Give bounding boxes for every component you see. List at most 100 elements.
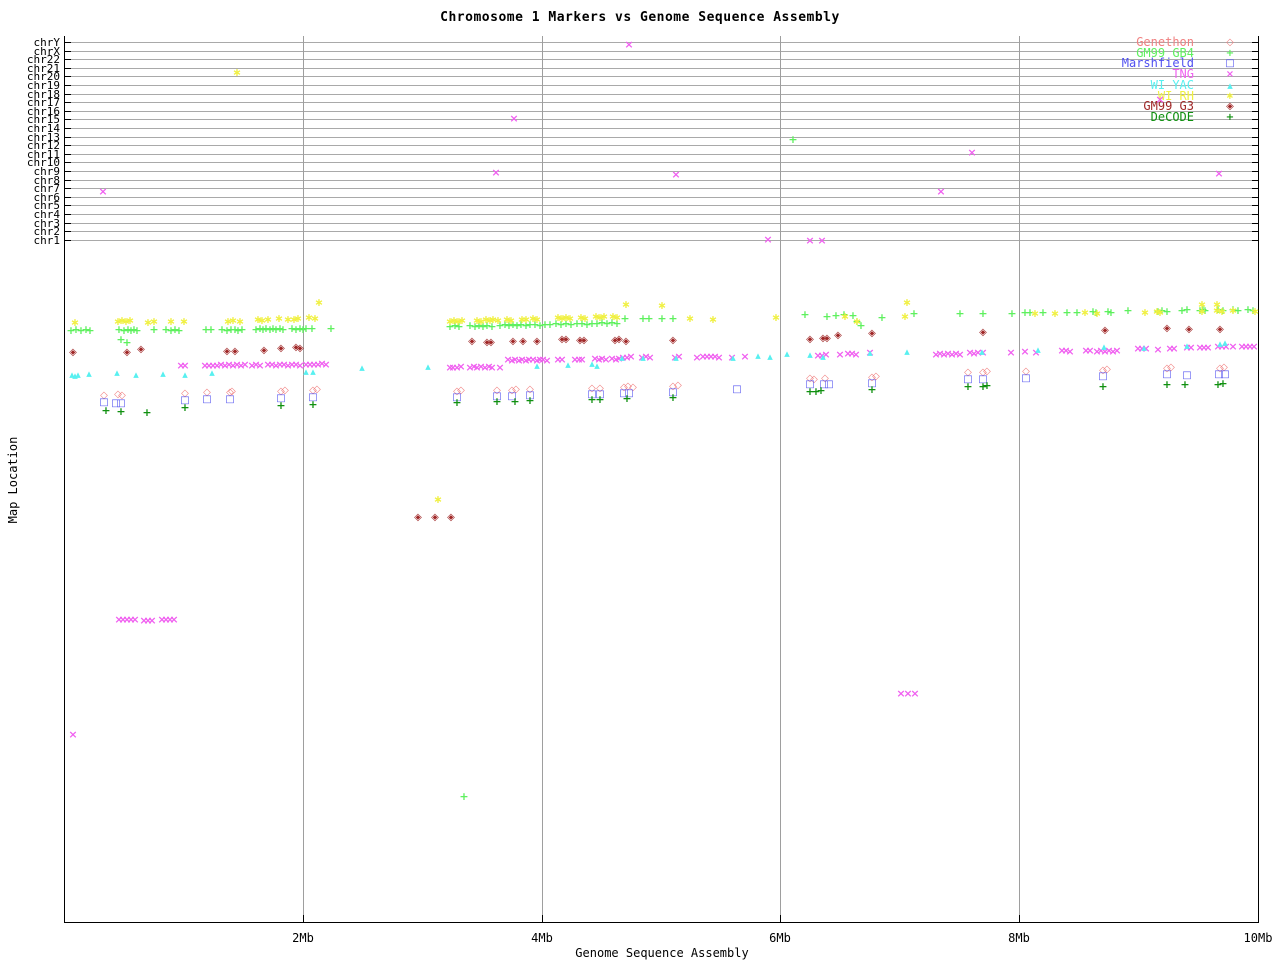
y-tick-left [64, 51, 71, 52]
y-tick-left [64, 162, 71, 163]
y-tick-label-chr12: chr12 [26, 139, 60, 152]
y-tick-left [64, 154, 71, 155]
y-tick-right [1252, 171, 1259, 172]
legend-item-gm99_g3: GM99 G3 [1143, 99, 1194, 114]
y-tick-left [64, 214, 71, 215]
y-tick-left [64, 171, 71, 172]
y-tick-label-chr11: chr11 [26, 148, 60, 161]
y-tick-right [1252, 128, 1259, 129]
y-tick-label-chr5: chr5 [33, 199, 61, 212]
y-tick-right [1252, 137, 1259, 138]
x-gridline-2Mb [303, 36, 304, 922]
y-tick-label-chr13: chr13 [26, 131, 60, 144]
y-tick-label-chr3: chr3 [33, 217, 61, 230]
x-axis-label: Genome Sequence Assembly [575, 946, 749, 960]
chromosome-gridline [64, 51, 1258, 52]
y-tick-label-chrX: chrX [33, 45, 61, 58]
chromosome-gridline [64, 214, 1258, 215]
y-tick-left [64, 197, 71, 198]
chromosome-gridline [64, 180, 1258, 181]
y-tick-label-chr1: chr1 [33, 234, 61, 247]
chromosome-gridline [64, 154, 1258, 155]
chromosome-gridline [64, 94, 1258, 95]
x-tick-label-8Mb: 8Mb [1008, 931, 1030, 945]
x-tick-label-2Mb: 2Mb [292, 931, 314, 945]
y-tick-right [1252, 68, 1259, 69]
y-tick-label-chr7: chr7 [33, 182, 61, 195]
y-tick-left [64, 231, 71, 232]
y-tick-right [1252, 162, 1259, 163]
chromosome-gridline [64, 111, 1258, 112]
y-tick-right [1252, 205, 1259, 206]
chromosome-gridline [64, 205, 1258, 206]
y-tick-left [64, 188, 71, 189]
chromosome-gridline [64, 85, 1258, 86]
y-tick-left [64, 102, 71, 103]
y-tick-left [64, 76, 71, 77]
y-tick-right [1252, 102, 1259, 103]
y-tick-left [64, 240, 71, 241]
chromosome-gridline [64, 145, 1258, 146]
y-tick-right [1252, 51, 1259, 52]
y-tick-label-chr16: chr16 [26, 105, 60, 118]
y-tick-right [1252, 154, 1259, 155]
y-tick-label-chr18: chr18 [26, 88, 60, 101]
chromosome-gridline [64, 68, 1258, 69]
y-tick-left [64, 205, 71, 206]
x-gridline-8Mb [1019, 36, 1020, 922]
y-tick-right [1252, 145, 1259, 146]
y-tick-left [64, 85, 71, 86]
y-tick-right [1252, 119, 1259, 120]
y-tick-label-chr17: chr17 [26, 96, 60, 109]
y-tick-label-chr19: chr19 [26, 79, 60, 92]
y-tick-right [1252, 111, 1259, 112]
legend-item-wi_yac: WI YAC [1150, 77, 1194, 92]
chromosome-gridline [64, 128, 1258, 129]
y-axis-label: Map Location [6, 436, 20, 524]
y-tick-label-chr20: chr20 [26, 70, 60, 83]
y-tick-left [64, 68, 71, 69]
y-tick-right [1252, 214, 1259, 215]
y-tick-label-chr21: chr21 [26, 62, 60, 75]
y-tick-left [64, 111, 71, 112]
chromosome-gridline [64, 42, 1258, 43]
y-tick-left [64, 119, 71, 120]
x-tick [780, 915, 781, 922]
chromosome-gridline [64, 231, 1258, 232]
y-tick-label-chr10: chr10 [26, 156, 60, 169]
y-tick-label-chr9: chr9 [33, 165, 61, 178]
y-tick-left [64, 42, 71, 43]
chromosome-gridline [64, 59, 1258, 60]
right-border-line [1258, 36, 1259, 922]
y-tick-right [1252, 42, 1259, 43]
y-tick-right [1252, 240, 1259, 241]
legend-item-genethon: Genethon [1136, 35, 1194, 49]
y-tick-right [1252, 188, 1259, 189]
y-tick-label-chr4: chr4 [33, 208, 61, 221]
y-tick-left [64, 180, 71, 181]
legend-item-gm99_gb4: GM99 GB4 [1136, 45, 1194, 60]
legend-item-wi_rh: WI RH [1157, 88, 1194, 103]
y-tick-right [1252, 85, 1259, 86]
chromosome-gridline [64, 119, 1258, 120]
x-axis-line [64, 922, 1259, 923]
y-tick-left [64, 59, 71, 60]
y-tick-right [1252, 197, 1259, 198]
y-tick-right [1252, 180, 1259, 181]
y-tick-left [64, 94, 71, 95]
legend-item-decode: DeCODE [1150, 109, 1194, 124]
chart-title: Chromosome 1 Markers vs Genome Sequence … [440, 10, 840, 25]
x-tick [1019, 915, 1020, 922]
x-tick-label-6Mb: 6Mb [769, 931, 791, 945]
y-tick-label-chrY: chrY [33, 36, 61, 49]
x-tick [303, 915, 304, 922]
y-tick-label-chr8: chr8 [33, 174, 61, 187]
chromosome-gridline [64, 102, 1258, 103]
chromosome-gridline [64, 76, 1258, 77]
chromosome-gridline [64, 197, 1258, 198]
chromosome-gridline [64, 171, 1258, 172]
y-tick-label-chr14: chr14 [26, 122, 60, 135]
y-tick-label-chr6: chr6 [33, 191, 61, 204]
y-tick-left [64, 128, 71, 129]
